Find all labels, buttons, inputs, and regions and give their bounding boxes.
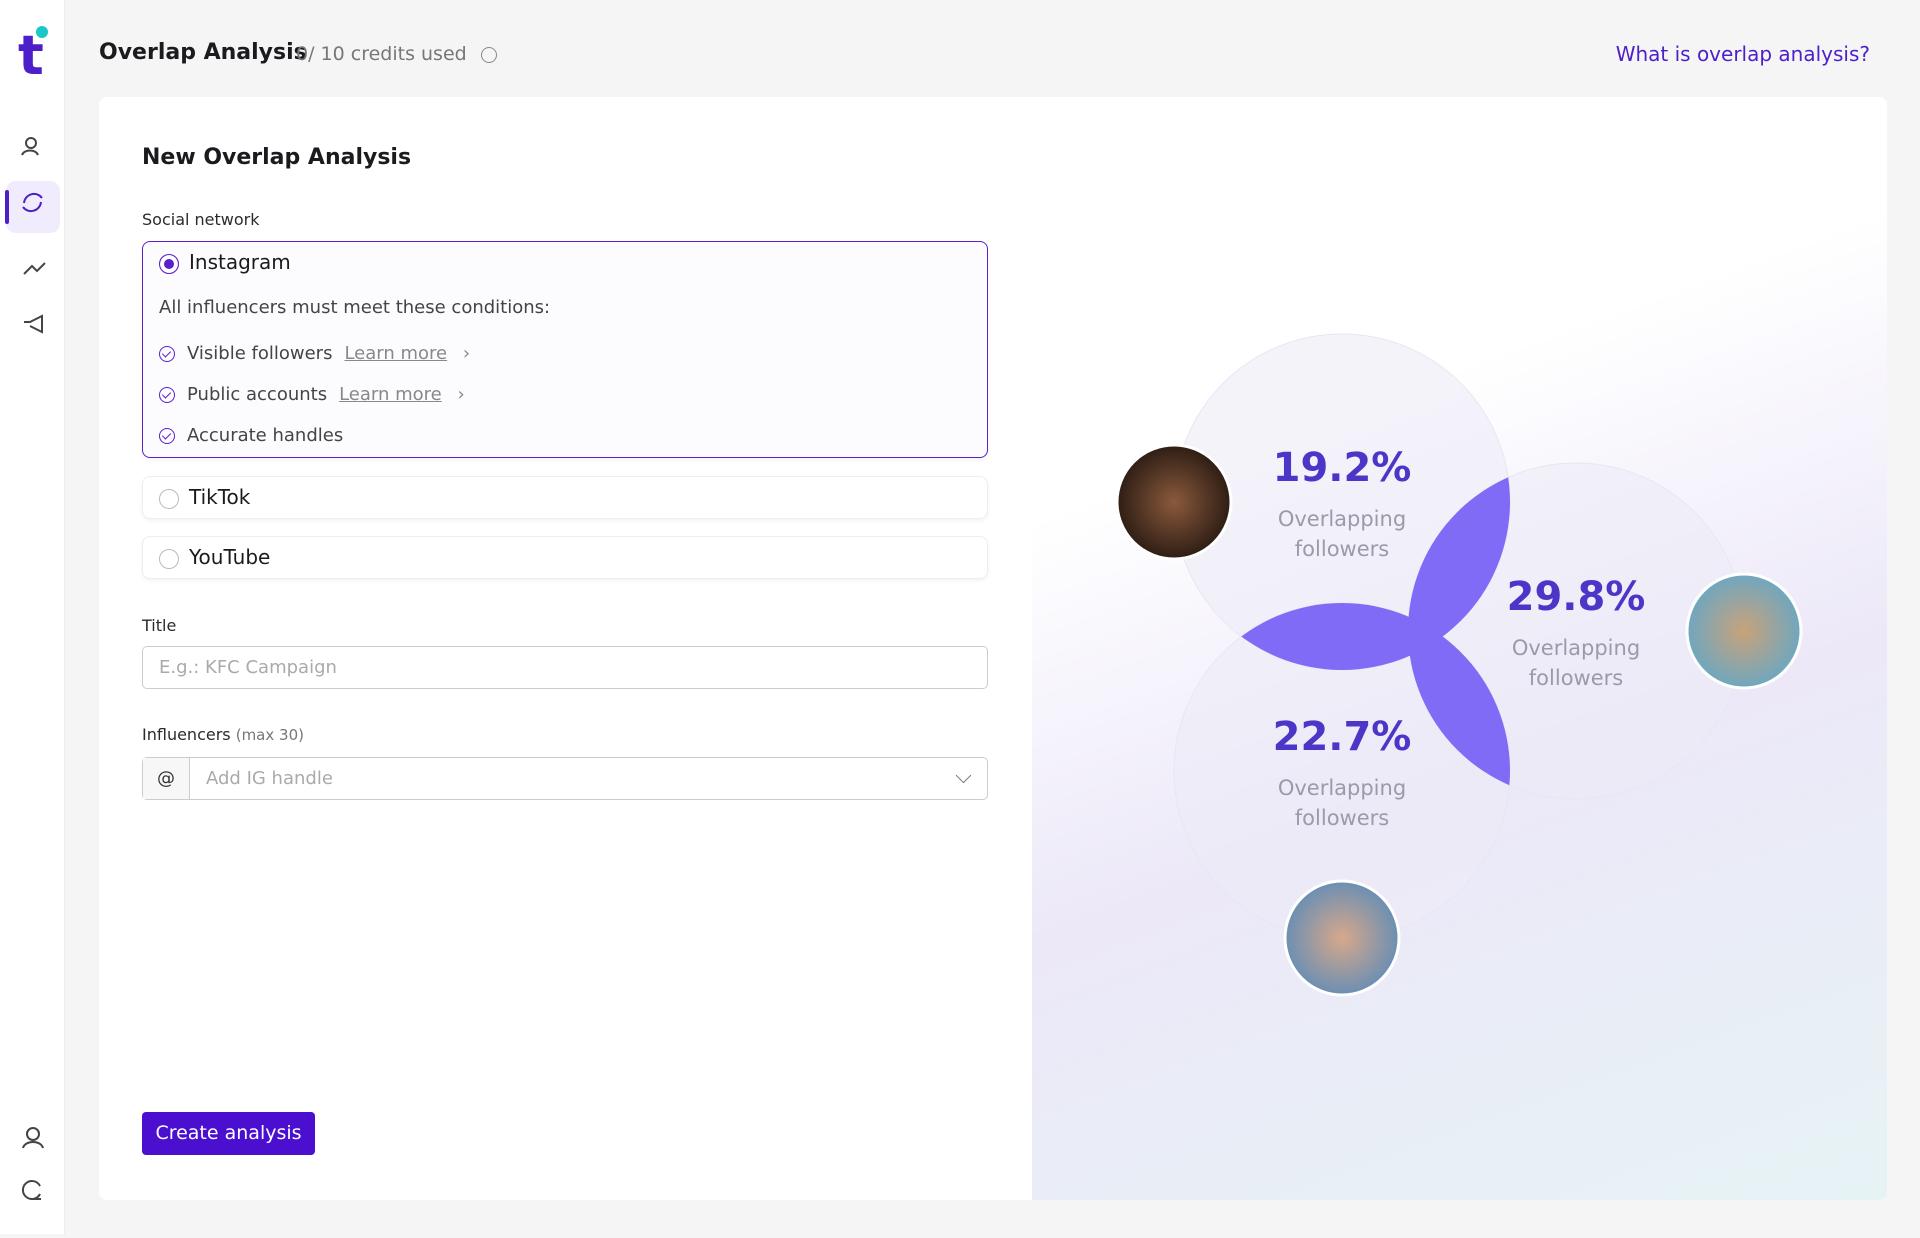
field-label: Influencers (max 30) [142, 725, 304, 744]
title-input[interactable]: E.g.: KFC Campaign [142, 646, 988, 689]
conditions-intro: All influencers must meet these conditio… [159, 297, 551, 318]
page-title: Overlap Analysis [99, 40, 307, 65]
instagram-option[interactable]: Instagram All influencers must meet thes… [142, 241, 988, 458]
learn-more[interactable]: Learn more [339, 384, 442, 405]
form-heading: New Overlap Analysis [142, 145, 412, 170]
sidebar: t [0, 0, 65, 1234]
label-hint: (max 30) [235, 726, 304, 744]
sidebar-icons: t [5, 24, 60, 1200]
credits-text: 0/ 10 credits used [296, 43, 467, 65]
handle-prefix: @ [143, 758, 190, 799]
overlap-label: Overlapping followers [1511, 636, 1641, 690]
condition: Public accounts Learn more › [159, 384, 465, 405]
overlap-value: 22.7% [1272, 714, 1412, 760]
tiktok-option[interactable]: TikTok [142, 476, 988, 519]
overlap-label: Overlapping followers [1277, 507, 1407, 561]
venn [1115, 333, 1803, 997]
condition: Accurate handles [159, 425, 343, 446]
help-link[interactable]: What is overlap analysis? [1615, 42, 1870, 66]
placeholder: Add IG handle [206, 768, 333, 789]
credits: 0/ 10 credits used [296, 43, 497, 65]
label-text: Influencers [142, 725, 231, 744]
condition: Visible followers Learn more › [159, 343, 470, 364]
condition-text: Visible followers [187, 343, 333, 364]
illustration: 19.2% Overlapping followers 29.8% Overla… [1032, 97, 1887, 1200]
option-label: TikTok [189, 485, 251, 509]
option-label: Instagram [189, 250, 291, 274]
main-card: New Overlap Analysis Social network Inst… [99, 97, 1887, 1200]
condition-text: Public accounts [187, 384, 328, 405]
condition-text: Accurate handles [187, 425, 344, 446]
option-label: YouTube [189, 545, 271, 569]
overlap-value: 29.8% [1506, 574, 1646, 620]
learn-more[interactable]: Learn more [344, 343, 448, 364]
youtube-option[interactable]: YouTube [142, 536, 988, 579]
create-button[interactable]: Create analysis [142, 1112, 315, 1155]
overlap-value: 19.2% [1272, 445, 1412, 491]
overlap-label: Overlapping followers [1277, 776, 1407, 830]
field-label: Title [142, 616, 177, 635]
field-label: Social network [142, 210, 260, 229]
handle-input[interactable]: @ Add IG handle [142, 757, 988, 800]
